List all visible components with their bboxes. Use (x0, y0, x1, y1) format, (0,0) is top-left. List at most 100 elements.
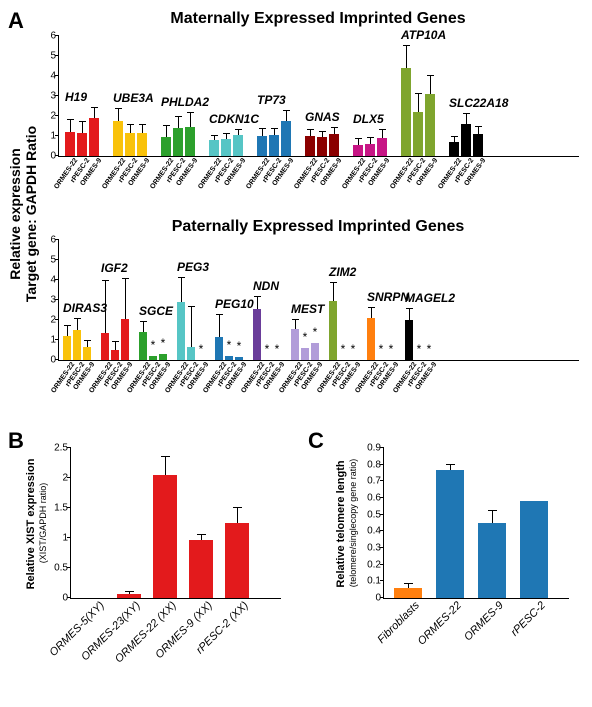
bar (215, 337, 223, 360)
bar (353, 145, 363, 156)
bar (113, 121, 123, 156)
bar (161, 137, 171, 156)
bar (311, 343, 319, 360)
significance-marker: * (351, 342, 356, 356)
y-tick-label: 0.8 (367, 459, 384, 470)
paternal-chart: 0123456ORMES-22rPESC-2ORMES-9DIRAS3ORMES… (58, 240, 579, 361)
gene-label: PHLDA2 (161, 95, 209, 109)
bar (73, 330, 81, 360)
significance-marker: * (227, 338, 232, 352)
y-tick-label: 0.9 (367, 443, 384, 454)
y-tick-label: 3 (50, 295, 59, 306)
significance-marker: * (417, 342, 422, 356)
bar (159, 354, 167, 360)
x-tick-label: rPESC-2 (507, 598, 548, 639)
bar (233, 135, 243, 156)
y-tick-label: 0.1 (367, 576, 384, 587)
paternal-title: Paternally Expressed Imprinted Genes (68, 218, 568, 236)
significance-marker: * (265, 342, 270, 356)
gene-label: DIRAS3 (63, 301, 107, 315)
gene-label: MEST (291, 302, 324, 316)
gene-label: CDKN1C (209, 112, 259, 126)
y-tick-label: 2 (62, 473, 71, 484)
gene-label: TP73 (257, 93, 286, 107)
gene-label: SNRPN (367, 290, 409, 304)
bar (153, 475, 177, 598)
bar (121, 319, 129, 360)
gene-label: GNAS (305, 110, 340, 124)
telomere-chart: 00.10.20.30.40.50.60.70.80.9FibroblastsO… (383, 448, 569, 599)
maternal-chart: 0123456ORMES-22rPESC-2ORMES-9H19ORMES-22… (58, 36, 579, 157)
gene-label: SGCE (139, 304, 173, 318)
figure-container: A Relative expressionTarget gene: GAPDH … (8, 8, 584, 699)
gene-label: UBE3A (113, 91, 154, 105)
bar (425, 94, 435, 156)
bar (65, 132, 75, 156)
bar (449, 142, 459, 156)
panel-b-label: B (8, 428, 24, 454)
panel-a-label: A (8, 8, 24, 34)
bar (365, 144, 375, 156)
bar (77, 133, 87, 156)
y-tick-label: 2.5 (54, 443, 71, 454)
bar (139, 332, 147, 360)
y-tick-label: 1 (50, 335, 59, 346)
panel-c-y-axis-label: Relative telomere length (335, 449, 347, 599)
gene-label: PEG10 (215, 297, 254, 311)
bar (305, 136, 315, 156)
bar (281, 121, 291, 156)
bar (225, 523, 249, 598)
y-tick-label: 1 (62, 533, 71, 544)
bar (209, 140, 219, 156)
panel-c-y-axis-sublabel: (telomere/singlecopy gene ratio) (348, 448, 358, 598)
significance-marker: * (151, 338, 156, 352)
y-tick-label: 3 (50, 91, 59, 102)
gene-label: ZIM2 (329, 265, 356, 279)
y-tick-label: 0.3 (367, 543, 384, 554)
bar (235, 357, 243, 360)
y-tick-label: 0 (50, 355, 59, 366)
y-tick-label: 1 (50, 131, 59, 142)
bar (177, 302, 185, 360)
bar (405, 320, 413, 360)
bar (478, 523, 506, 598)
gene-label: PEG3 (177, 260, 209, 274)
bar (63, 336, 71, 360)
bar (111, 350, 119, 360)
bar (117, 594, 141, 598)
y-tick-label: 0.4 (367, 526, 384, 537)
panel-a-y-axis-label: Relative expressionTarget gene: GAPDH Ra… (7, 84, 39, 344)
y-tick-label: 6 (50, 235, 59, 246)
bar (473, 134, 483, 156)
bar (413, 112, 423, 156)
y-tick-label: 4 (50, 71, 59, 82)
y-tick-label: 0.5 (54, 563, 71, 574)
significance-marker: * (199, 342, 204, 356)
significance-marker: * (237, 339, 242, 353)
y-tick-label: 0.5 (367, 509, 384, 520)
significance-marker: * (341, 342, 346, 356)
bar (436, 470, 464, 598)
bar (329, 134, 339, 156)
gene-label: MAGEL2 (405, 291, 455, 305)
bar (461, 124, 471, 156)
y-tick-label: 6 (50, 31, 59, 42)
y-tick-label: 0.2 (367, 559, 384, 570)
xist-chart: 00.511.522.5ORMES-5(XY)ORMES-23(XY)ORMES… (70, 448, 281, 599)
panel-b-y-axis-sublabel: (XIST/GAPDH ratio) (38, 448, 48, 598)
bar (257, 136, 267, 156)
significance-marker: * (161, 336, 166, 350)
panel-c-label: C (308, 428, 324, 454)
bar (253, 309, 261, 360)
bar (269, 135, 279, 156)
bar (101, 333, 109, 360)
bar (83, 347, 91, 360)
gene-label: IGF2 (101, 261, 128, 275)
x-tick-label: ORMES-22 (414, 598, 464, 648)
y-tick-label: 4 (50, 275, 59, 286)
significance-marker: * (303, 330, 308, 344)
bar (291, 329, 299, 360)
significance-marker: * (427, 342, 432, 356)
bar (520, 501, 548, 598)
bar (137, 133, 147, 156)
